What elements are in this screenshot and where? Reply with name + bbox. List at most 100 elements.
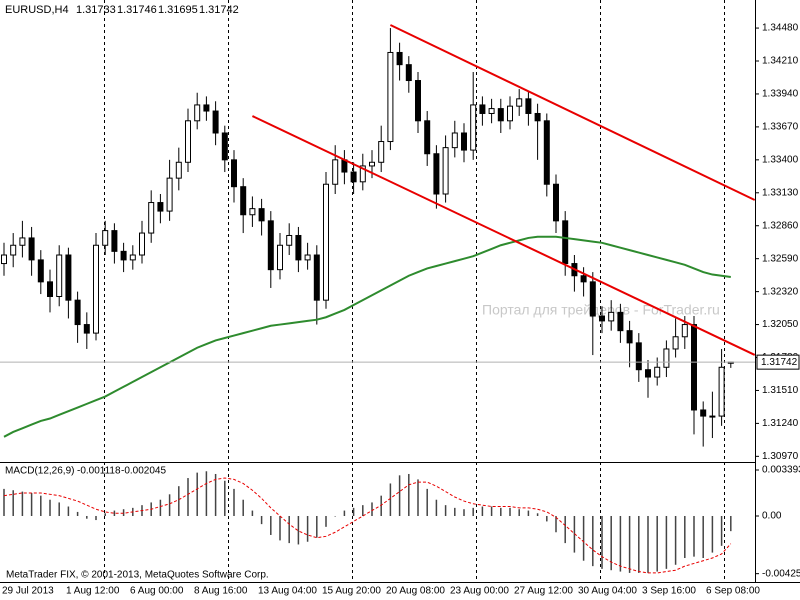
macd-bar (573, 515, 576, 553)
macd-bar (555, 515, 557, 533)
macd-bar (362, 505, 364, 516)
candle-body (56, 254, 63, 297)
candle-body (47, 281, 53, 297)
x-tick-label: 30 Aug 04:00 (578, 586, 637, 597)
macd-bar (564, 515, 566, 544)
y-tick-label: 1.32320 (762, 286, 799, 297)
candle-body (323, 183, 329, 301)
macd-bar (95, 515, 97, 521)
candle-body (249, 208, 256, 216)
candle-body (221, 132, 228, 161)
candle-body (387, 51, 394, 143)
y-tick-label: 1.31510 (762, 385, 799, 396)
candle-body (479, 104, 486, 114)
macd-bar (224, 480, 226, 516)
x-tick-label: 6 Aug 00:00 (130, 586, 184, 597)
macd-bar (380, 495, 382, 516)
y-tick-label: 1.33130 (762, 187, 799, 198)
candle-body (617, 311, 624, 332)
macd-bar (104, 513, 106, 516)
candle-body (1, 254, 7, 265)
candle-body (672, 336, 679, 350)
candle-body (139, 232, 145, 256)
macd-bar (159, 499, 162, 516)
macd-bar (233, 488, 235, 516)
y-tick-label: 1.33940 (762, 89, 799, 100)
macd-bar (270, 515, 272, 535)
macd-bar (463, 509, 465, 516)
macd-bar (665, 515, 668, 569)
candle-body (185, 120, 191, 163)
candle-body (461, 132, 467, 151)
macd-bar (601, 515, 603, 569)
macd-header: -0.002045 (121, 466, 166, 477)
macd-bar (546, 515, 548, 522)
candle-body (304, 254, 311, 261)
y-tick-label: 1.32590 (762, 253, 799, 264)
macd-bar (113, 510, 116, 516)
macd-bar (389, 483, 392, 516)
macd-bar (408, 473, 410, 516)
macd-bar (242, 499, 244, 516)
candle-body (635, 342, 642, 371)
macd-bar (251, 510, 254, 516)
macd-y-tick-label: 0.00 (762, 511, 782, 522)
candle-body (534, 112, 541, 122)
macd-bar (619, 515, 622, 572)
candle-body (231, 159, 237, 188)
candle-body (102, 230, 109, 246)
macd-bar (490, 506, 493, 516)
macd-bar (417, 479, 419, 516)
candle-body (626, 330, 633, 344)
candle-body (332, 159, 339, 185)
macd-bar (730, 515, 732, 532)
trend-line (251, 115, 756, 356)
macd-bar (178, 486, 180, 516)
macd-bar (316, 515, 318, 538)
macd-bar (40, 495, 42, 516)
candle-body (562, 220, 569, 265)
candle-body (148, 202, 155, 234)
macd-bar (610, 515, 612, 571)
candle-body (378, 141, 385, 163)
candle-body (451, 132, 458, 149)
candle-body (194, 104, 201, 122)
candle-body (525, 98, 532, 114)
copyright: MetaTrader FIX, © 2001-2013, MetaQuotes … (6, 570, 269, 581)
candle-body (681, 324, 688, 338)
macd-bar (518, 509, 520, 516)
candle-body (19, 237, 26, 246)
candle-body (277, 244, 283, 271)
macd-bar (628, 515, 631, 573)
candle-body (433, 153, 440, 195)
chart-header: 1.31746 (117, 4, 157, 16)
candle-body (415, 80, 421, 122)
candle-body (212, 110, 219, 134)
candle-body (507, 105, 513, 122)
y-tick-label: 1.32050 (762, 319, 799, 330)
chart-header: 1.31695 (158, 4, 198, 16)
macd-bar (214, 473, 217, 516)
x-tick-label: 29 Jul 2013 (2, 586, 54, 597)
candle-body (369, 161, 375, 167)
candle-body (424, 120, 431, 155)
candle-body (488, 108, 495, 114)
y-tick-label: 1.34210 (762, 56, 799, 67)
x-tick-label: 6 Sep 08:00 (706, 586, 760, 597)
macd-bar (656, 515, 658, 572)
candle-body (718, 366, 725, 417)
macd-bar (435, 499, 438, 516)
macd-bar (297, 515, 300, 545)
macd-bar (21, 491, 24, 516)
candle-body (129, 254, 136, 261)
macd-bar (702, 515, 704, 559)
chart-header: 1.31742 (199, 4, 239, 16)
candle-body (405, 64, 412, 82)
macd-bar (720, 515, 723, 546)
candle-body (654, 366, 661, 378)
macd-y-tick-label: 0.003393 (762, 465, 800, 476)
candle-body (589, 281, 596, 317)
candle-body (442, 147, 449, 195)
y-tick-label: 1.33670 (762, 122, 799, 133)
candle-body (313, 254, 320, 301)
